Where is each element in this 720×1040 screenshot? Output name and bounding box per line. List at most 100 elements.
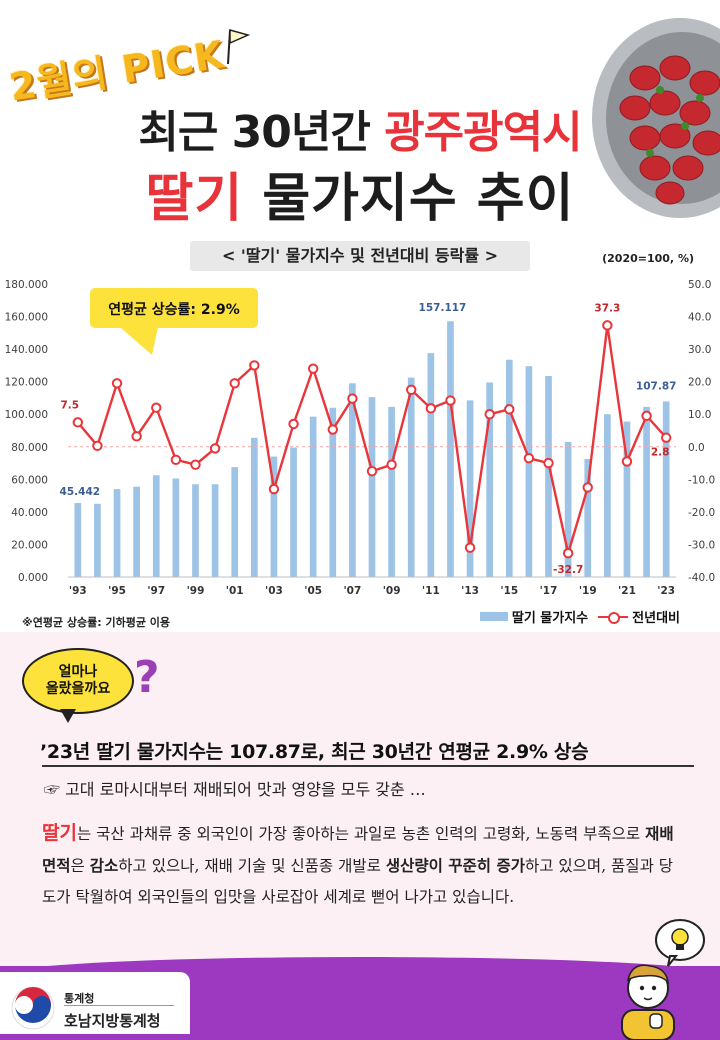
title-keyword: 딸기 bbox=[145, 169, 244, 229]
x-tick-label: '07 bbox=[343, 585, 361, 597]
line-point bbox=[484, 409, 495, 420]
legend-item-line: 전년대비 bbox=[598, 607, 680, 626]
x-tick-label: '99 bbox=[187, 585, 205, 597]
line-point bbox=[602, 320, 613, 331]
bar bbox=[486, 382, 494, 577]
title-text: 물가지수 추이 bbox=[243, 169, 575, 229]
footnote: ※연평균 상승률: 기하평균 이용 bbox=[22, 616, 171, 629]
bar bbox=[290, 447, 297, 577]
bar-data-label: 157.117 bbox=[419, 302, 467, 314]
line-data-label: 37.3 bbox=[594, 302, 620, 314]
bar bbox=[447, 321, 454, 577]
y-left-tick-label: 40.000 bbox=[11, 507, 48, 519]
page-title-line2: 딸기 물가지수 추이 bbox=[0, 156, 720, 231]
bar bbox=[113, 489, 121, 577]
bar-data-label: 107.87 bbox=[636, 380, 677, 392]
body-bold-3: 생산량이 꾸준히 증가 bbox=[385, 856, 525, 875]
bar-data-label: 45.442 bbox=[60, 486, 101, 498]
chart-title: < '딸기' 물가지수 및 전년대비 등락률 > bbox=[190, 241, 530, 271]
bar bbox=[231, 467, 239, 577]
line-point bbox=[72, 417, 84, 428]
bar bbox=[329, 407, 337, 577]
line-point bbox=[406, 384, 417, 396]
y-left-tick-label: 140.000 bbox=[5, 344, 48, 356]
line-point bbox=[621, 456, 633, 467]
data-labels: 45.442 157.117 107.87 7.5 37.3 -32.7 2.8 bbox=[60, 302, 677, 576]
y-right-tick-label: 40.0 bbox=[688, 312, 711, 324]
callout-box: 연평균 상승률: 2.9% bbox=[90, 288, 258, 355]
body-bold-1: 재배 면적 bbox=[42, 825, 674, 875]
strawberry-bowl-image bbox=[592, 18, 720, 218]
body-keyword: 딸기 bbox=[42, 822, 77, 844]
x-tick-label: '97 bbox=[147, 585, 165, 597]
line-point bbox=[327, 424, 338, 435]
bar bbox=[388, 406, 395, 577]
bar bbox=[604, 414, 611, 577]
question-bubble-text: 얼마나 올랐을까요 bbox=[45, 664, 111, 697]
legend-item-bar: 딸기 물가지수 bbox=[479, 607, 589, 626]
line-point bbox=[268, 483, 280, 495]
line-data-label: 2.8 bbox=[651, 447, 670, 459]
headline-underline bbox=[42, 765, 694, 767]
x-tick-label: '95 bbox=[108, 585, 126, 597]
bar bbox=[172, 478, 180, 577]
line-point bbox=[445, 395, 456, 406]
body-bold-2: 감소 bbox=[89, 856, 119, 875]
x-tick-label: '01 bbox=[226, 585, 244, 597]
bar bbox=[349, 383, 356, 577]
axes: 0.000 20.000 40.000 60.000 80.000 100.000 120.… bbox=[5, 279, 716, 597]
line-point bbox=[92, 440, 103, 452]
line-point bbox=[504, 404, 515, 415]
bar bbox=[94, 503, 101, 577]
legend-line-swatch bbox=[598, 611, 629, 624]
question-mark-icon: ? bbox=[134, 652, 160, 703]
line-point bbox=[288, 418, 299, 430]
bar bbox=[623, 421, 631, 577]
bar bbox=[545, 375, 552, 577]
bar bbox=[662, 401, 670, 577]
bar bbox=[407, 377, 415, 577]
x-tick-label: '23 bbox=[657, 585, 675, 597]
y-right-tick-label: 50.0 bbox=[688, 279, 711, 291]
y-right-tick-label: 10.0 bbox=[688, 409, 711, 421]
y-right-tick-label: 30.0 bbox=[688, 344, 711, 356]
y-right-tick-label: 20.0 bbox=[688, 377, 711, 389]
y-left-tick-label: 100.000 bbox=[5, 409, 48, 421]
bar bbox=[466, 400, 474, 577]
x-tick-label: '11 bbox=[422, 585, 440, 597]
line-point bbox=[386, 459, 397, 470]
title-text: 최근 30년간 bbox=[138, 107, 385, 158]
bar bbox=[152, 475, 160, 577]
line-point bbox=[229, 378, 240, 389]
line-point bbox=[307, 363, 319, 374]
chart-legend: 딸기 물가지수 전년대비 bbox=[479, 607, 680, 626]
body-text-2: 은 bbox=[70, 856, 90, 875]
bar bbox=[368, 397, 376, 577]
line-point bbox=[660, 432, 672, 443]
line-series bbox=[72, 320, 672, 559]
bar bbox=[309, 416, 317, 577]
y-right-tick-label: -30.0 bbox=[688, 539, 715, 551]
y-right-tick-label: -10.0 bbox=[688, 474, 715, 486]
line-point bbox=[190, 459, 201, 470]
org-name-small: 통계청 bbox=[64, 992, 95, 1005]
lightbulb-icon bbox=[655, 919, 705, 967]
bar bbox=[643, 406, 650, 577]
summary-body: 딸기는 국산 과채류 중 외국인이 가장 좋아하는 과일로 농촌 인력의 고령화… bbox=[42, 818, 687, 914]
summary-headline: ’23년 딸기 물가지수는 107.87로, 최근 30년간 연평균 2.9% … bbox=[40, 741, 589, 763]
combo-chart: 0.000 20.000 40.000 60.000 80.000 100.000 120.… bbox=[5, 279, 716, 597]
line-point bbox=[562, 548, 574, 559]
y-left-tick-label: 20.000 bbox=[11, 539, 48, 551]
line-point bbox=[131, 431, 142, 442]
line-data-label: -32.7 bbox=[553, 564, 583, 576]
line-point bbox=[464, 542, 476, 553]
legend-bar-label: 딸기 물가지수 bbox=[511, 611, 589, 626]
y-left-tick-label: 0.000 bbox=[18, 572, 48, 584]
bar bbox=[211, 484, 219, 577]
y-left-tick-label: 60.000 bbox=[11, 474, 48, 486]
x-tick-label: '09 bbox=[383, 585, 401, 597]
bar bbox=[270, 456, 278, 577]
bar bbox=[584, 458, 592, 577]
org-name-large: 호남지방통계청 bbox=[64, 1012, 161, 1030]
line-data-label: 7.5 bbox=[61, 399, 80, 411]
